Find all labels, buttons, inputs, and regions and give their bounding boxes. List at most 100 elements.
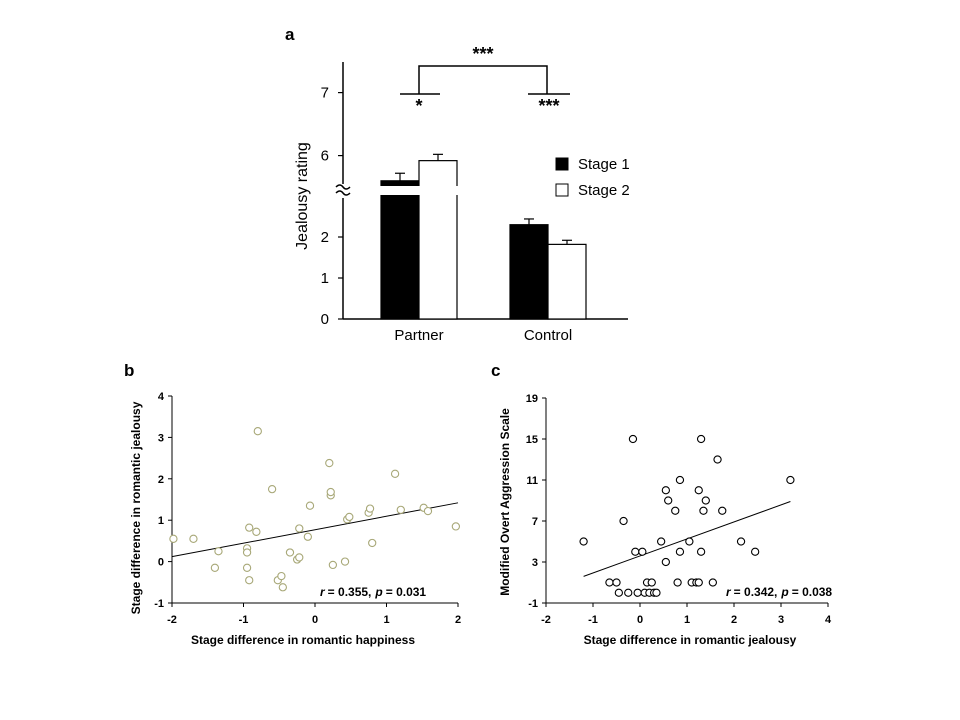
y-tick-label: 15 <box>526 434 538 446</box>
data-point <box>612 578 621 587</box>
data-point <box>278 583 287 592</box>
panel-c-y-axis-label: Modified Overt Aggression Scale <box>498 408 512 596</box>
panel-c-r-label: r <box>726 585 732 599</box>
data-point <box>661 486 670 495</box>
x-tick-label: -2 <box>167 614 177 626</box>
data-point <box>718 506 727 515</box>
data-point <box>619 516 628 526</box>
legend-label-stage-1: Stage 1 <box>578 156 630 173</box>
data-point <box>605 578 614 587</box>
x-category-label: Partner <box>394 327 443 344</box>
x-tick-label: -1 <box>239 614 249 626</box>
data-point <box>245 576 254 585</box>
legend-swatch-stage-2 <box>555 183 569 197</box>
panel-a-y-axis-label: Jealousy rating <box>294 142 311 250</box>
legend-swatch-stage-1 <box>555 157 569 171</box>
bar-partner-series-1 <box>380 180 420 320</box>
data-point <box>708 578 717 587</box>
panel-b-label: b <box>124 361 134 380</box>
data-point <box>451 522 461 531</box>
panel-c-p-value: = 0.038 <box>792 585 833 599</box>
data-point <box>210 563 220 572</box>
panel-b-r-label: r <box>320 585 326 599</box>
panel-c-r-value: = 0.342, <box>734 585 778 599</box>
y-tick-label: 4 <box>158 391 165 403</box>
x-category-label: Control <box>524 327 572 344</box>
y-tick-label: 7 <box>532 516 538 528</box>
data-point <box>295 524 304 533</box>
data-point <box>786 475 795 485</box>
panel-b-r-value: = 0.355, <box>328 585 372 599</box>
bar-axis-break-gap <box>378 186 464 195</box>
panel-c-scatter: c Modified Overt Aggression Scale Stage … <box>491 361 832 647</box>
panel-c-label: c <box>491 361 500 380</box>
panel-b-y-axis-label: Stage difference in romantic jealousy <box>129 401 143 614</box>
panel-a-legend: Stage 1 Stage 2 <box>555 156 630 199</box>
y-tick-label: 2 <box>158 474 164 486</box>
data-point <box>303 532 312 541</box>
x-tick-label: 2 <box>455 614 461 626</box>
data-point <box>253 427 262 436</box>
bar-partner-series-2 <box>418 160 458 320</box>
data-point <box>624 588 633 597</box>
data-point <box>340 557 350 566</box>
data-point <box>696 547 706 556</box>
data-point <box>631 547 640 556</box>
data-point <box>368 538 377 548</box>
y-tick-label: 3 <box>158 432 164 444</box>
data-point <box>214 547 223 556</box>
significance-control-label: *** <box>538 96 559 116</box>
panel-a-bar-chart: a Jealousy rating 0 1 2 6 7 Partner Control St… <box>285 25 630 344</box>
significance-between-label: *** <box>472 44 493 64</box>
data-point <box>701 496 710 505</box>
data-point <box>365 504 375 513</box>
data-point <box>675 475 685 485</box>
y-tick-label: 2 <box>321 229 329 246</box>
x-tick-label: 1 <box>383 614 389 626</box>
data-point <box>628 434 638 444</box>
data-point <box>169 534 178 543</box>
y-tick-label: 6 <box>321 148 329 165</box>
data-point <box>675 547 685 556</box>
data-point <box>751 547 760 556</box>
panel-a-significance <box>400 65 570 95</box>
panel-c-annotation: r = 0.342, p = 0.038 <box>726 585 832 599</box>
data-point <box>638 547 647 556</box>
y-tick-label: -1 <box>528 598 538 610</box>
panel-b-annotation: r = 0.355, p = 0.031 <box>320 585 426 599</box>
data-point <box>694 486 703 495</box>
y-tick-label: -1 <box>154 598 164 610</box>
x-tick-label: 4 <box>825 614 832 626</box>
y-tick-label: 7 <box>321 85 329 102</box>
data-point <box>267 484 277 494</box>
y-tick-label: 1 <box>158 515 164 527</box>
x-tick-label: -1 <box>588 614 598 626</box>
data-point <box>390 469 400 478</box>
x-tick-label: 2 <box>731 614 737 626</box>
bar-control-series-2 <box>547 243 587 320</box>
data-point <box>277 571 286 581</box>
data-point <box>326 487 335 497</box>
x-tick-label: 3 <box>778 614 784 626</box>
bar-control-series-1 <box>509 224 549 320</box>
y-tick-label: 11 <box>526 475 538 487</box>
panel-b-x-axis-label: Stage difference in romantic happiness <box>191 633 415 647</box>
data-point <box>345 512 354 522</box>
x-tick-label: 1 <box>684 614 690 626</box>
data-point <box>295 553 304 562</box>
data-point <box>685 537 694 546</box>
y-tick-label: 0 <box>158 557 164 569</box>
data-point <box>242 563 252 572</box>
data-point <box>579 537 588 546</box>
data-point <box>423 506 433 516</box>
axis-break-mark <box>335 184 351 196</box>
panel-b-p-value: = 0.031 <box>386 585 427 599</box>
significance-partner-label: * <box>415 96 422 116</box>
data-point <box>189 534 198 543</box>
legend-label-stage-2: Stage 2 <box>578 182 630 199</box>
data-point <box>242 548 252 557</box>
data-point <box>673 578 682 587</box>
panel-b-p-label: p <box>374 585 382 599</box>
